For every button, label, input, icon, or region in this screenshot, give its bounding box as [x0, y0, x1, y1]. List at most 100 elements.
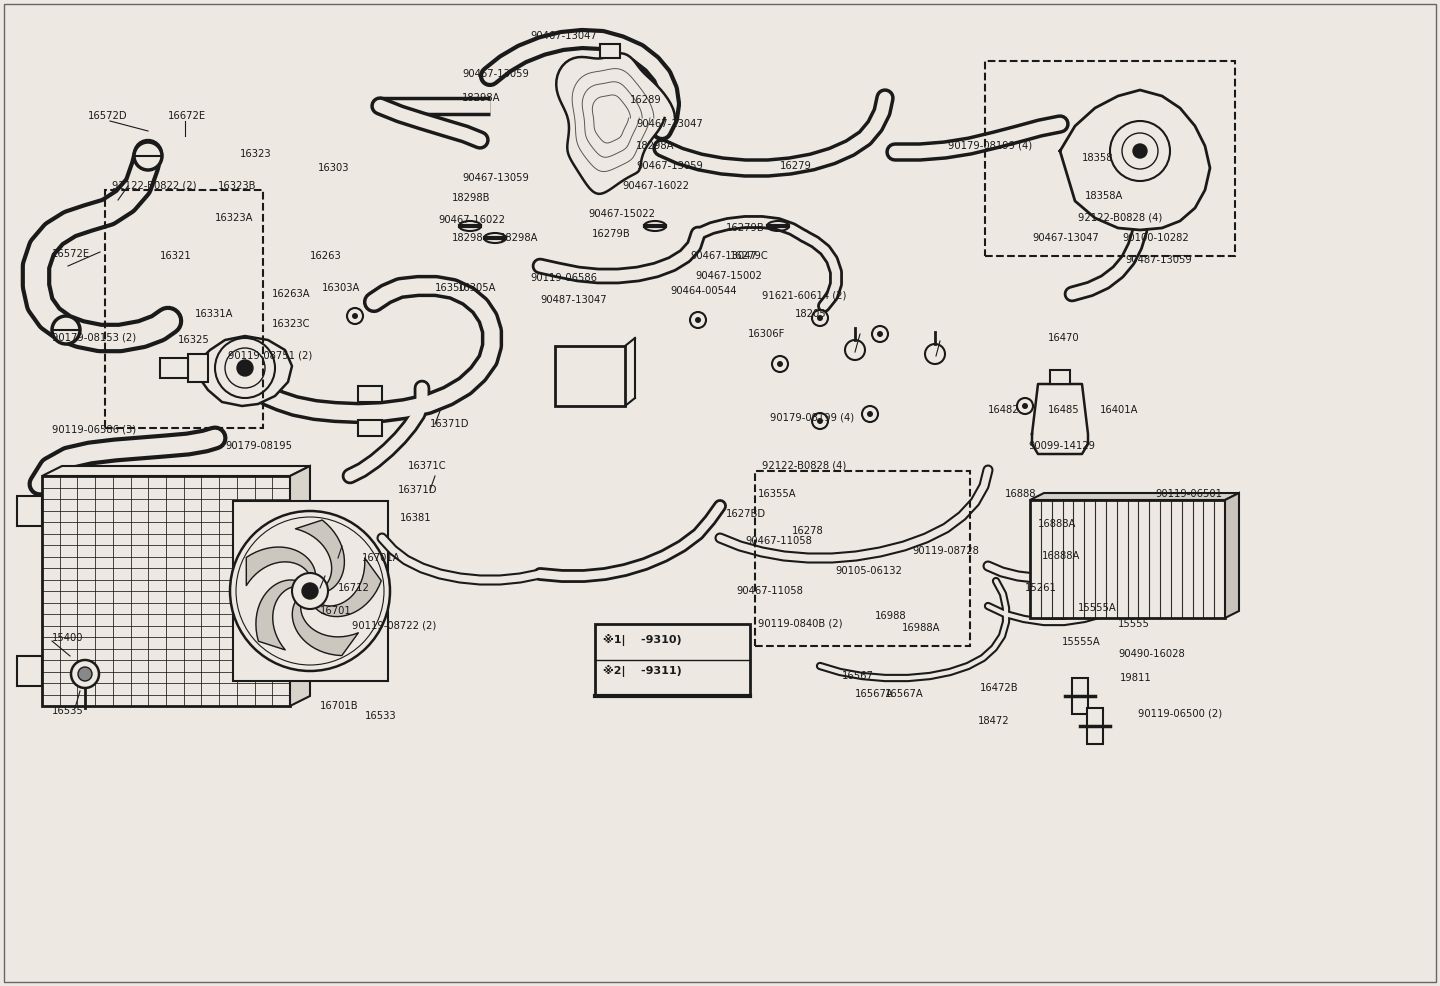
- Text: 18298B: 18298B: [452, 193, 491, 203]
- Circle shape: [877, 331, 883, 337]
- Text: 16279C: 16279C: [730, 251, 769, 261]
- Text: ※2|    -9311): ※2| -9311): [603, 665, 681, 677]
- Bar: [189, 354, 207, 382]
- Text: 90467-15022: 90467-15022: [588, 209, 655, 219]
- Text: 18205: 18205: [795, 309, 827, 319]
- Text: 16331A: 16331A: [194, 309, 233, 319]
- Text: 90105-06132: 90105-06132: [835, 566, 901, 576]
- Polygon shape: [1030, 493, 1238, 500]
- Circle shape: [302, 583, 318, 599]
- Text: ※1|    -9310): ※1| -9310): [603, 634, 681, 646]
- Text: 1627BD: 1627BD: [726, 509, 766, 519]
- Text: 16888: 16888: [1005, 489, 1037, 499]
- Text: 16263A: 16263A: [272, 289, 311, 299]
- Polygon shape: [1060, 90, 1210, 230]
- Text: 18358: 18358: [1081, 153, 1113, 163]
- Circle shape: [873, 326, 888, 342]
- Text: 16535: 16535: [52, 706, 84, 716]
- Text: 16371C: 16371C: [408, 461, 446, 471]
- Text: 16567A: 16567A: [886, 689, 923, 699]
- Text: 16303A: 16303A: [323, 283, 360, 293]
- Text: 90467-11058: 90467-11058: [736, 586, 804, 596]
- Text: 16305A: 16305A: [458, 283, 497, 293]
- Text: 16567A: 16567A: [855, 689, 894, 699]
- Text: 90467-13047: 90467-13047: [530, 31, 596, 41]
- Text: 16533: 16533: [364, 711, 396, 721]
- Polygon shape: [295, 520, 344, 591]
- Text: 92122-B0822 (2): 92122-B0822 (2): [112, 181, 196, 191]
- Text: 16988: 16988: [876, 611, 907, 621]
- Text: 18472: 18472: [978, 716, 1009, 726]
- Text: 16278: 16278: [792, 526, 824, 536]
- Text: 15261: 15261: [1025, 583, 1057, 593]
- Text: 90487-13059: 90487-13059: [1125, 255, 1192, 265]
- Text: 90119-06586: 90119-06586: [530, 273, 598, 283]
- Text: 90467-15002: 90467-15002: [696, 271, 762, 281]
- Text: 90467-13059: 90467-13059: [462, 173, 528, 183]
- Text: 15555: 15555: [1117, 619, 1151, 629]
- Text: 16323A: 16323A: [215, 213, 253, 223]
- Bar: [985, 61, 1236, 256]
- Text: 16323C: 16323C: [272, 319, 311, 329]
- Circle shape: [71, 660, 99, 688]
- Polygon shape: [42, 466, 310, 476]
- Polygon shape: [289, 466, 310, 706]
- Text: 16323B: 16323B: [217, 181, 256, 191]
- Text: 16701A: 16701A: [361, 553, 400, 563]
- Circle shape: [1017, 398, 1032, 414]
- Text: 90119-08751 (2): 90119-08751 (2): [228, 351, 312, 361]
- Polygon shape: [192, 336, 292, 406]
- Circle shape: [816, 418, 824, 424]
- Text: 16470: 16470: [1048, 333, 1080, 343]
- Circle shape: [1022, 403, 1028, 409]
- Polygon shape: [556, 53, 675, 194]
- Text: 90467-16022: 90467-16022: [438, 215, 505, 225]
- Text: 90467-13047: 90467-13047: [1032, 233, 1099, 243]
- Bar: [17, 496, 42, 526]
- Circle shape: [867, 411, 873, 417]
- Text: 15555A: 15555A: [1079, 603, 1117, 613]
- Text: 16321: 16321: [160, 251, 192, 261]
- Text: 90179-08153 (2): 90179-08153 (2): [52, 333, 137, 343]
- Text: 90119-08722 (2): 90119-08722 (2): [351, 621, 436, 631]
- Text: 90099-14129: 90099-14129: [1028, 441, 1094, 451]
- Bar: [160, 358, 189, 378]
- Text: 16381: 16381: [400, 513, 432, 523]
- Circle shape: [134, 142, 161, 170]
- Text: 16888A: 16888A: [1043, 551, 1080, 561]
- Text: 18298A: 18298A: [500, 233, 539, 243]
- Text: 16712: 16712: [338, 583, 370, 593]
- Text: 16371D: 16371D: [397, 485, 438, 495]
- Text: 16371D: 16371D: [431, 419, 469, 429]
- Text: 16279B: 16279B: [592, 229, 631, 239]
- Circle shape: [238, 360, 253, 376]
- Bar: [1087, 708, 1103, 744]
- Text: 16263: 16263: [310, 251, 341, 261]
- Circle shape: [845, 340, 865, 360]
- Text: 16303: 16303: [318, 163, 350, 173]
- Text: 91621-60614 (2): 91621-60614 (2): [762, 291, 847, 301]
- Text: 18358A: 18358A: [1084, 191, 1123, 201]
- Text: 90467-11058: 90467-11058: [744, 536, 812, 546]
- Circle shape: [690, 312, 706, 328]
- Circle shape: [351, 313, 359, 319]
- Circle shape: [52, 316, 81, 344]
- Text: 16572D: 16572D: [88, 111, 128, 121]
- Text: 16325: 16325: [179, 335, 210, 345]
- Bar: [1030, 500, 1225, 618]
- Text: 90100-10282: 90100-10282: [1122, 233, 1189, 243]
- Circle shape: [816, 315, 824, 321]
- Text: 16306F: 16306F: [747, 329, 785, 339]
- Circle shape: [863, 406, 878, 422]
- Text: 90467-13059: 90467-13059: [636, 161, 703, 171]
- Text: 16472B: 16472B: [981, 683, 1018, 693]
- Text: 19811: 19811: [1120, 673, 1152, 683]
- Text: 90179-08199 (4): 90179-08199 (4): [948, 141, 1032, 151]
- Polygon shape: [292, 601, 359, 656]
- Text: 90179-08195: 90179-08195: [225, 441, 292, 451]
- Text: 16701B: 16701B: [320, 701, 359, 711]
- Bar: [600, 44, 621, 58]
- Text: 92122-B0828 (4): 92122-B0828 (4): [762, 461, 847, 471]
- Text: 15400: 15400: [52, 633, 84, 643]
- Text: 90487-13047: 90487-13047: [540, 295, 606, 305]
